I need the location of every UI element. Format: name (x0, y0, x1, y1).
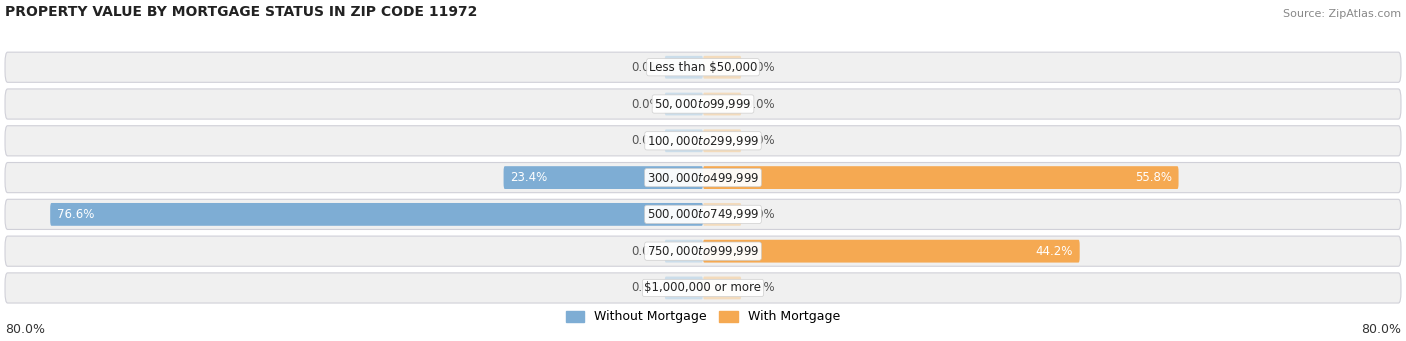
FancyBboxPatch shape (503, 166, 703, 189)
Text: 76.6%: 76.6% (58, 208, 94, 221)
Text: 0.0%: 0.0% (745, 208, 775, 221)
Text: $100,000 to $299,999: $100,000 to $299,999 (647, 134, 759, 148)
FancyBboxPatch shape (703, 166, 1178, 189)
FancyBboxPatch shape (665, 277, 703, 299)
Text: 23.4%: 23.4% (510, 171, 548, 184)
Legend: Without Mortgage, With Mortgage: Without Mortgage, With Mortgage (561, 306, 845, 328)
FancyBboxPatch shape (703, 203, 741, 226)
Text: $50,000 to $99,999: $50,000 to $99,999 (654, 97, 752, 111)
Text: 0.0%: 0.0% (631, 134, 661, 147)
Text: 80.0%: 80.0% (1361, 323, 1400, 336)
FancyBboxPatch shape (6, 273, 1400, 303)
FancyBboxPatch shape (665, 129, 703, 152)
FancyBboxPatch shape (703, 277, 741, 299)
Text: 0.0%: 0.0% (631, 281, 661, 294)
Text: 0.0%: 0.0% (745, 98, 775, 110)
Text: 80.0%: 80.0% (6, 323, 45, 336)
FancyBboxPatch shape (6, 52, 1400, 82)
Text: 0.0%: 0.0% (745, 134, 775, 147)
FancyBboxPatch shape (665, 56, 703, 79)
FancyBboxPatch shape (51, 203, 703, 226)
Text: 0.0%: 0.0% (631, 98, 661, 110)
FancyBboxPatch shape (6, 163, 1400, 193)
Text: $500,000 to $749,999: $500,000 to $749,999 (647, 207, 759, 221)
Text: 55.8%: 55.8% (1135, 171, 1171, 184)
Text: 0.0%: 0.0% (631, 61, 661, 74)
Text: 0.0%: 0.0% (745, 61, 775, 74)
Text: 0.0%: 0.0% (745, 281, 775, 294)
FancyBboxPatch shape (6, 126, 1400, 156)
FancyBboxPatch shape (703, 93, 741, 115)
Text: Source: ZipAtlas.com: Source: ZipAtlas.com (1282, 10, 1400, 19)
FancyBboxPatch shape (6, 89, 1400, 119)
Text: 0.0%: 0.0% (631, 244, 661, 258)
FancyBboxPatch shape (703, 240, 1080, 263)
FancyBboxPatch shape (6, 236, 1400, 266)
FancyBboxPatch shape (6, 199, 1400, 229)
Text: 44.2%: 44.2% (1035, 244, 1073, 258)
FancyBboxPatch shape (665, 240, 703, 263)
Text: $1,000,000 or more: $1,000,000 or more (644, 281, 762, 294)
FancyBboxPatch shape (703, 129, 741, 152)
FancyBboxPatch shape (703, 56, 741, 79)
FancyBboxPatch shape (665, 93, 703, 115)
Text: Less than $50,000: Less than $50,000 (648, 61, 758, 74)
Text: $750,000 to $999,999: $750,000 to $999,999 (647, 244, 759, 258)
Text: PROPERTY VALUE BY MORTGAGE STATUS IN ZIP CODE 11972: PROPERTY VALUE BY MORTGAGE STATUS IN ZIP… (6, 5, 478, 19)
Text: $300,000 to $499,999: $300,000 to $499,999 (647, 170, 759, 184)
